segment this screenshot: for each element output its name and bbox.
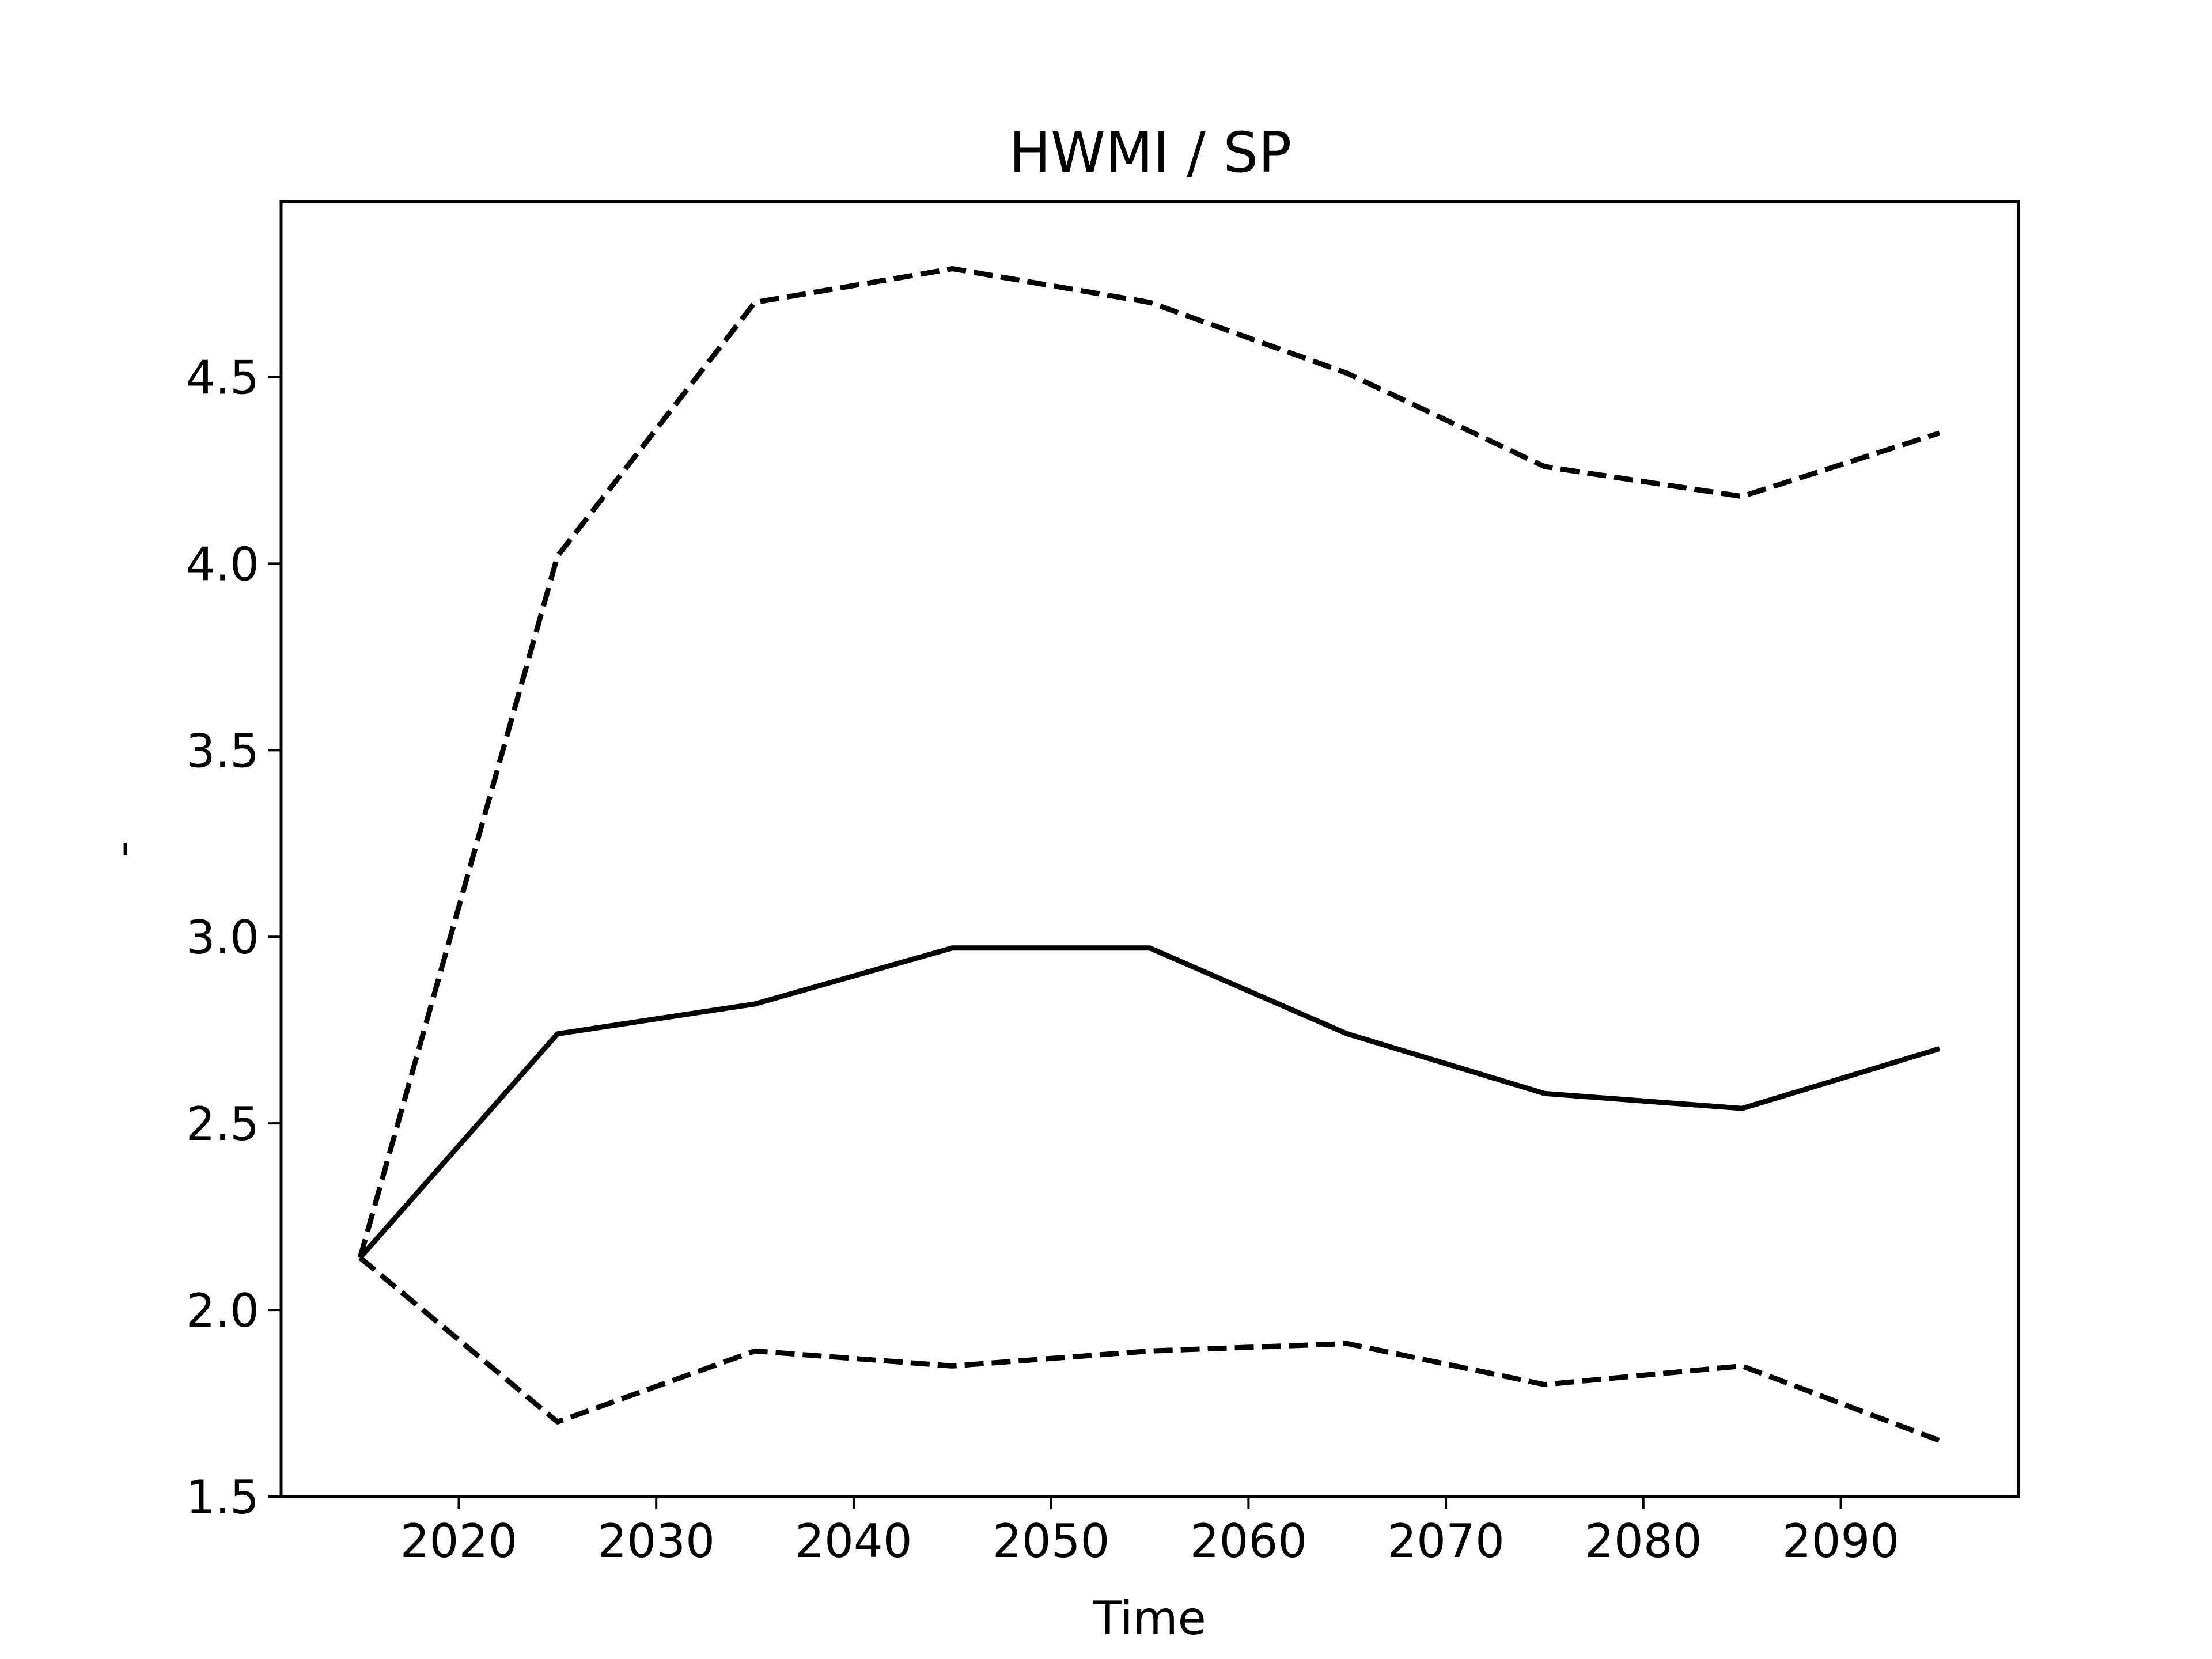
y-tick-label: 2.0 <box>186 1284 259 1338</box>
x-tick-label: 2020 <box>400 1514 518 1568</box>
x-tick-label: 2040 <box>795 1514 912 1568</box>
y-axis-label: - <box>96 841 149 858</box>
x-axis-label: Time <box>1093 1592 1206 1645</box>
plot-frame <box>279 200 2020 1498</box>
y-tick-label: 3.0 <box>186 911 259 964</box>
chart-title: HWMI / SP <box>1009 120 1291 185</box>
series-line-1-dashed <box>357 266 1941 1259</box>
x-tick-label: 2090 <box>1782 1514 1900 1568</box>
x-tick-label: 2030 <box>597 1514 715 1568</box>
x-tick-label: 2050 <box>993 1514 1110 1568</box>
y-tick-label: 2.5 <box>186 1097 259 1151</box>
x-tick-label: 2070 <box>1387 1514 1505 1568</box>
series-layer <box>357 266 1941 1444</box>
x-tick-label: 2060 <box>1190 1514 1308 1568</box>
x-axis: 2020 2030 2040 2050 2060 2070 2080 2090 <box>400 1497 1900 1568</box>
y-tick-label: 4.5 <box>186 351 259 404</box>
y-axis: 1.5 2.0 2.5 3.0 3.5 4.0 4.5 <box>186 351 281 1524</box>
x-tick-label: 2080 <box>1585 1514 1702 1568</box>
y-tick-label: 1.5 <box>186 1471 259 1524</box>
series-line-3-dashed <box>358 1255 1941 1444</box>
y-tick-label: 4.0 <box>186 537 259 591</box>
y-tick-label: 3.5 <box>186 724 259 778</box>
series-line-2-solid <box>358 945 1941 1260</box>
